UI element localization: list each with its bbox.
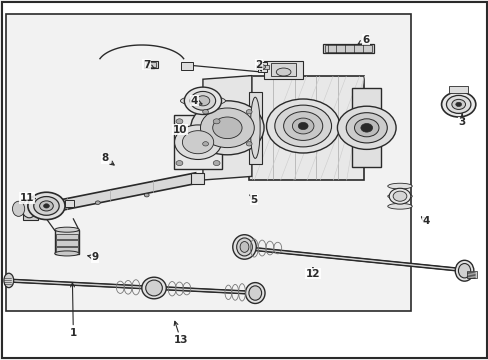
Bar: [249, 76, 364, 180]
Circle shape: [213, 161, 220, 166]
Bar: [256, 65, 268, 69]
Bar: [258, 62, 266, 72]
Circle shape: [176, 119, 183, 124]
Circle shape: [354, 119, 378, 137]
Circle shape: [95, 201, 100, 204]
Text: 10: 10: [172, 125, 187, 135]
Bar: [6, 14, 410, 311]
Polygon shape: [233, 246, 468, 272]
Circle shape: [259, 65, 265, 69]
Ellipse shape: [276, 68, 290, 76]
Circle shape: [346, 113, 386, 143]
Circle shape: [455, 102, 461, 107]
Ellipse shape: [4, 273, 14, 288]
Circle shape: [184, 87, 221, 114]
Ellipse shape: [236, 238, 252, 256]
Bar: [325, 45, 371, 52]
Text: 5: 5: [249, 195, 257, 205]
Circle shape: [34, 197, 59, 215]
Circle shape: [451, 99, 465, 109]
Bar: [322, 44, 373, 53]
Circle shape: [213, 119, 220, 124]
Circle shape: [202, 142, 208, 146]
Ellipse shape: [180, 96, 225, 106]
Circle shape: [196, 96, 209, 106]
Bar: [448, 86, 468, 93]
Ellipse shape: [12, 201, 24, 216]
Ellipse shape: [232, 235, 256, 259]
Ellipse shape: [55, 227, 79, 232]
Ellipse shape: [387, 203, 411, 209]
Text: 13: 13: [173, 321, 188, 345]
Ellipse shape: [387, 193, 411, 199]
Bar: [55, 230, 79, 254]
Bar: [23, 204, 38, 220]
Bar: [351, 88, 381, 167]
Circle shape: [441, 92, 475, 117]
Text: 8: 8: [102, 153, 114, 165]
Bar: [56, 247, 78, 252]
Ellipse shape: [248, 286, 261, 300]
Text: 9: 9: [88, 252, 99, 262]
Circle shape: [274, 105, 331, 147]
Bar: [271, 63, 295, 76]
Polygon shape: [6, 279, 259, 294]
Circle shape: [28, 192, 65, 220]
Ellipse shape: [142, 277, 166, 299]
Polygon shape: [24, 173, 195, 218]
Circle shape: [190, 91, 215, 110]
Ellipse shape: [240, 242, 248, 252]
Circle shape: [266, 99, 339, 153]
Circle shape: [43, 204, 49, 208]
Circle shape: [246, 109, 252, 114]
Bar: [65, 200, 74, 207]
Circle shape: [182, 131, 213, 154]
Circle shape: [212, 117, 242, 139]
Circle shape: [446, 95, 470, 113]
Ellipse shape: [457, 264, 469, 278]
Text: 4: 4: [421, 216, 429, 226]
Ellipse shape: [145, 280, 162, 296]
Circle shape: [388, 188, 410, 204]
Circle shape: [360, 123, 372, 132]
Ellipse shape: [250, 97, 260, 158]
Bar: [264, 61, 303, 79]
Ellipse shape: [454, 260, 473, 281]
Ellipse shape: [387, 183, 411, 189]
Text: 2: 2: [255, 60, 262, 71]
Text: 4: 4: [190, 96, 202, 106]
Circle shape: [202, 109, 208, 114]
Text: 12: 12: [305, 268, 320, 279]
Bar: [56, 234, 78, 239]
Circle shape: [144, 193, 149, 197]
Text: 3: 3: [458, 114, 465, 127]
Circle shape: [283, 112, 322, 140]
Ellipse shape: [22, 200, 37, 218]
Bar: [56, 240, 78, 246]
Circle shape: [337, 106, 395, 149]
Circle shape: [392, 191, 406, 201]
Circle shape: [246, 142, 252, 146]
Circle shape: [176, 161, 183, 166]
Circle shape: [190, 101, 264, 155]
Bar: [466, 271, 476, 278]
Text: 7: 7: [142, 60, 154, 70]
Bar: [145, 62, 156, 67]
Circle shape: [292, 118, 313, 134]
Bar: [144, 61, 158, 68]
Circle shape: [40, 201, 53, 211]
Bar: [181, 62, 193, 70]
Circle shape: [298, 122, 307, 130]
Bar: [190, 173, 204, 184]
Bar: [249, 92, 261, 164]
Text: 1: 1: [70, 283, 77, 338]
Ellipse shape: [55, 251, 79, 256]
Bar: [173, 115, 222, 169]
Text: 11: 11: [20, 193, 36, 203]
Ellipse shape: [245, 283, 264, 303]
Text: 6: 6: [357, 35, 368, 45]
Circle shape: [174, 125, 221, 159]
Circle shape: [200, 108, 254, 148]
Polygon shape: [203, 76, 251, 180]
